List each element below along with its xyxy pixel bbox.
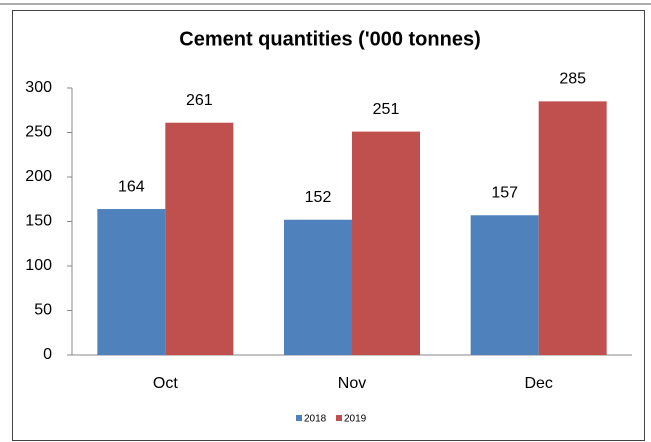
y-tick-label: 50 — [34, 302, 52, 319]
data-label: 285 — [559, 71, 586, 88]
y-tick-label: 0 — [43, 346, 52, 363]
data-label: 261 — [186, 92, 213, 109]
legend-swatch — [336, 415, 342, 421]
bar — [470, 215, 539, 355]
bar — [538, 101, 607, 355]
legend-swatch — [296, 415, 302, 421]
legend-label: 2019 — [344, 414, 367, 425]
y-tick-label: 300 — [25, 79, 52, 96]
data-label: 157 — [491, 184, 518, 201]
x-tick-label: Oct — [153, 375, 178, 392]
bar — [97, 209, 166, 355]
data-label: 164 — [118, 178, 145, 195]
y-tick-label: 150 — [25, 213, 52, 230]
data-label: 251 — [373, 101, 400, 118]
legend-label: 2018 — [304, 414, 327, 425]
bar — [352, 131, 420, 355]
y-tick-label: 200 — [25, 168, 52, 185]
bar — [165, 122, 234, 356]
y-tick-label: 250 — [25, 124, 52, 141]
x-tick-label: Nov — [338, 375, 366, 392]
bar — [284, 219, 352, 355]
x-tick-label: Dec — [524, 375, 552, 392]
chart-title: Cement quantities ('000 tonnes) — [179, 28, 480, 50]
y-tick-label: 100 — [25, 257, 52, 274]
data-label: 152 — [305, 189, 332, 206]
